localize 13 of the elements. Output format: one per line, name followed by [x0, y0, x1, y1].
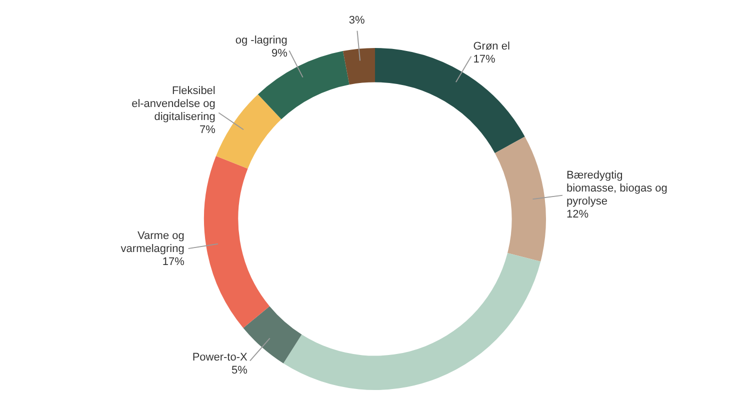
slice-label: Grøn el	[473, 40, 510, 52]
data-label: 12%	[566, 208, 589, 220]
data-label: 17%	[473, 53, 496, 66]
data-label: 9%	[271, 48, 288, 60]
slice-label: Varme og varmelagring	[120, 230, 184, 256]
data-label: 17%	[162, 256, 185, 268]
slice-label: Power-to-X	[192, 351, 248, 364]
data-label: 3%	[348, 14, 365, 26]
data-label: 5%	[231, 364, 248, 376]
slice-label: Fleksibel el-anvendelse og digitalisering	[132, 85, 216, 124]
slice-label: Bæredygtig biomasse, biogas og pyrolyse	[566, 169, 668, 208]
slice-label: og -lagring	[235, 34, 288, 47]
data-label: 7%	[199, 124, 216, 136]
